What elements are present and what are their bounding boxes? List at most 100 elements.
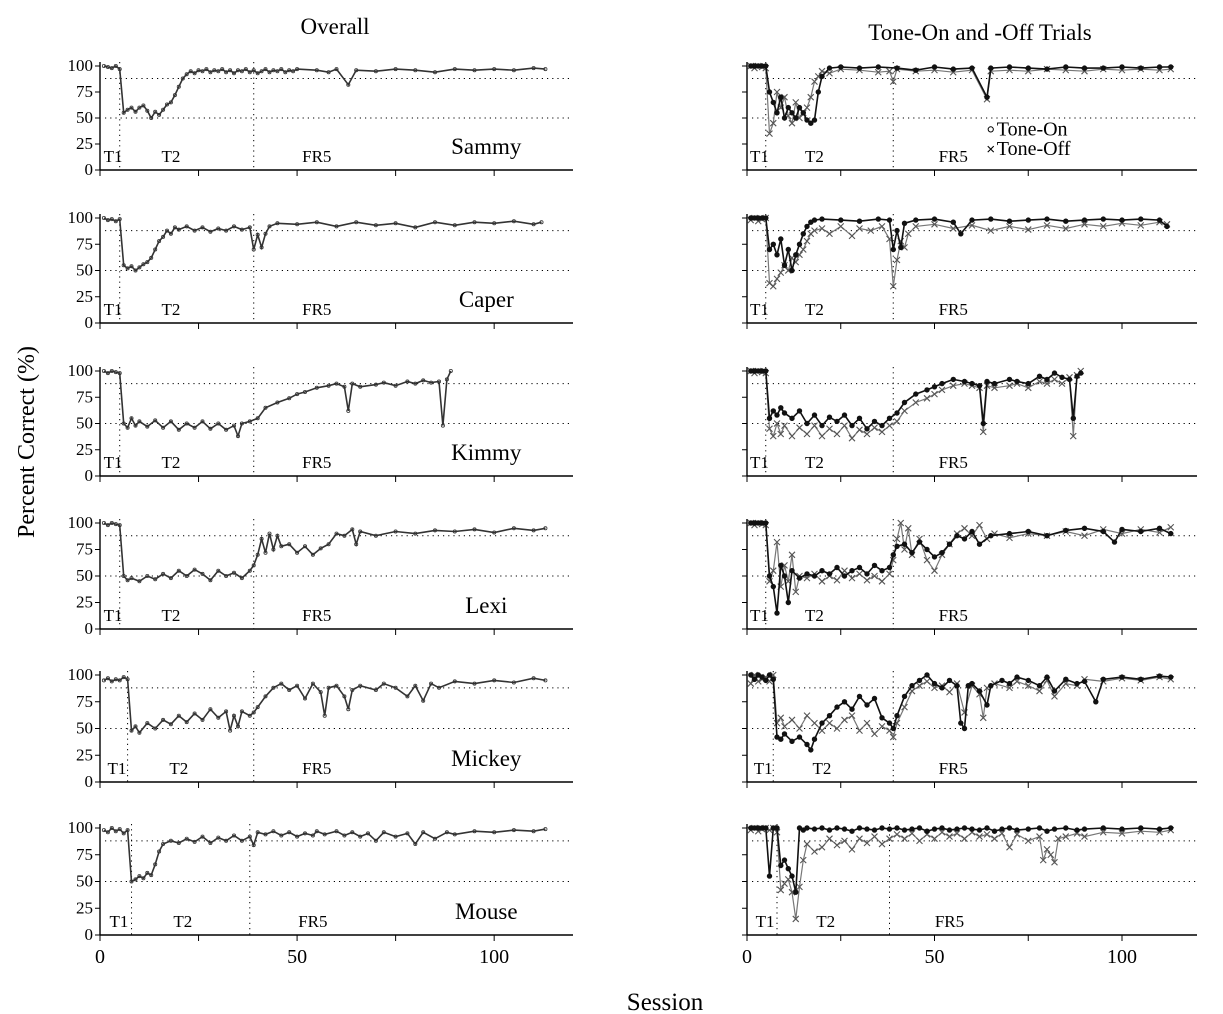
overall-point [346,408,351,413]
subject-name-label: Lexi [465,593,507,618]
overall-point [153,862,158,867]
overall-point [168,576,173,581]
tone-on-point [819,567,825,574]
overall-point [429,681,434,686]
overall-point [133,268,138,273]
overall-point [251,563,256,568]
subject-name-label: Kimmy [451,440,522,465]
tone-off-point [886,570,893,578]
overall-point [342,533,347,538]
tone-on-point [871,562,878,569]
column-title-overall: Overall [301,14,370,39]
tone-on-point [1168,674,1174,680]
tone-off-point [773,420,781,427]
phase-label-t2: T2 [173,912,192,931]
overall-point [192,228,197,233]
overall-point [137,265,142,270]
tone-on-point [901,541,908,547]
tone-off-point [878,223,886,230]
phase-label-t1: T1 [104,300,123,319]
phase-label-fr5: FR5 [302,759,331,778]
tone-on-point [958,231,964,237]
overall-point [137,579,142,584]
tone-on-point [988,216,994,222]
overall-point [413,225,418,230]
overall-point [314,385,319,390]
tone-on-point [748,672,754,678]
y-tick-label: 25 [76,898,93,917]
tone-on-point [808,120,814,126]
tone-on-point [1025,217,1032,223]
tone-on-point [811,412,818,418]
tone-on-point [1119,826,1125,832]
overall-point [157,849,162,854]
tone-on-point [886,217,893,223]
overall-point [373,223,378,228]
overall-point [153,577,158,582]
overall-point [350,381,355,386]
y-tick-label: 25 [76,440,93,459]
overall-point [145,870,150,875]
tone-on-point [1025,380,1032,387]
overall-point [421,698,426,703]
y-tick-label: 0 [85,313,94,332]
tone-on-point [796,575,803,581]
tone-off-point [863,430,871,438]
overall-point [121,675,126,680]
overall-point [267,531,272,536]
tone-off-point [799,856,807,864]
tone-on-point [864,702,870,708]
overall-point [381,830,386,835]
overall-point [168,419,173,424]
overall-point [342,833,347,838]
overall-point [184,574,189,579]
phase-label-t1: T1 [108,759,127,778]
overall-point [168,231,173,236]
overall-point [263,67,268,72]
overall-point [322,713,327,718]
tone-on-point [886,720,893,726]
tone-on-point [901,827,908,833]
overall-point [302,696,307,701]
panels: 0 25 50 75 100 T1 T2 FR5 Sammy T1 T2 FR5 Tone-OnTone… [68,56,1197,968]
tone-off-point [811,848,818,855]
overall-point [255,705,260,710]
y-tick-label: 75 [76,540,93,559]
tone-on-point [901,399,908,406]
tone-off-point [1054,835,1062,843]
tone-on-point [849,567,855,574]
overall-point [287,68,292,73]
overall-point [129,576,134,581]
overall-point [287,688,292,693]
overall-point [413,842,418,847]
tone-off-point [818,432,826,440]
tone-off-point [833,430,841,438]
overall-point [101,64,106,69]
tone-on-point [939,549,945,556]
phase-label-t2: T2 [162,453,181,472]
tone-on-point [879,825,885,831]
overall-point [105,65,110,70]
tone-off-point [871,572,878,580]
tone-on-point [1051,688,1058,694]
tone-off-point [938,386,946,394]
overall-point [176,84,181,89]
overall-point [334,829,339,834]
overall-point [231,833,236,838]
tone-on-point [826,827,833,833]
tone-on-point [946,677,953,684]
phase-label-t1: T1 [750,300,769,319]
overall-point [413,683,418,688]
overall-point [109,217,114,222]
overall-point [101,678,106,683]
tone-on-point [954,682,960,689]
tone-on-point [879,715,885,721]
overall-point [267,70,272,75]
tone-on-point [984,825,990,831]
tone-off-point [1118,829,1126,837]
tone-off-point [991,384,998,392]
tone-on-point [800,110,806,116]
tone-off-point [811,422,818,429]
overall-point [133,423,138,428]
y-tick-label: 0 [85,772,94,791]
